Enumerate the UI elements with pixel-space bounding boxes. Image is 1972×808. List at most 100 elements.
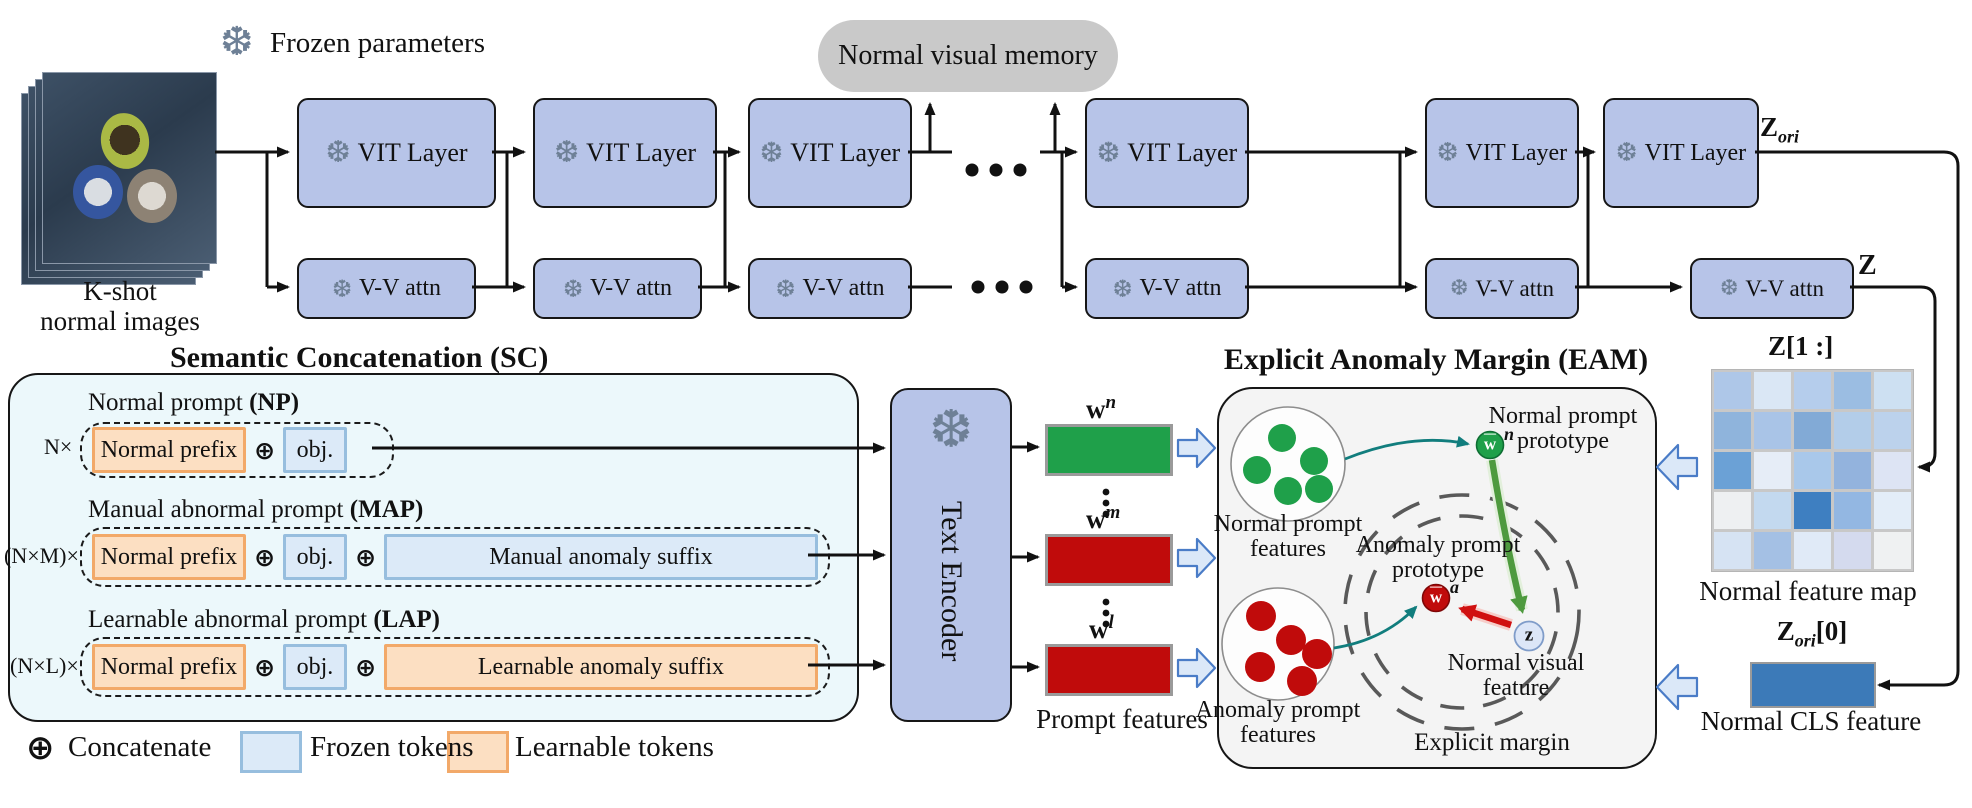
feature-map-cell	[1714, 532, 1751, 569]
normal-prefix-token: Normal prefix	[92, 644, 246, 690]
feature-map-cell	[1834, 412, 1871, 449]
feature-map-cell	[1794, 452, 1831, 489]
feature-map-cell	[1794, 412, 1831, 449]
feature-map	[1711, 369, 1914, 572]
vv-attn-label: V-V attn	[802, 275, 885, 301]
anomaly-prototype-symbol: w	[1429, 587, 1443, 607]
text-encoder-label: Text Encoder	[935, 500, 968, 662]
feature-map-cell	[1874, 452, 1911, 489]
memory-label: Normal visual memory	[838, 40, 1098, 71]
feature-map-cell	[1754, 412, 1791, 449]
vv-attn-6: ❆ V-V attn	[1690, 258, 1854, 319]
z-node-symbol: z	[1524, 624, 1534, 646]
concat-icon: ⊕	[354, 542, 376, 572]
snowflake-icon: ❆	[929, 400, 973, 460]
normal-prototype-label: Normal prompt prototype	[1488, 403, 1638, 454]
snowflake-icon: ❆	[562, 274, 584, 303]
obj-token: obj.	[282, 644, 347, 690]
wire-blue	[73, 165, 123, 219]
snowflake-icon: ❆	[325, 135, 351, 170]
feature-map-cell	[1874, 412, 1911, 449]
snowflake-icon: ❆	[1436, 138, 1459, 168]
vit-layer-2: ❆ VIT Layer	[533, 98, 717, 208]
manual-anomaly-suffix-token: Manual anomaly suffix	[383, 534, 818, 580]
vit-layer-4: ❆ VIT Layer	[1085, 98, 1249, 208]
wn-feature-bar	[1045, 424, 1173, 476]
vit-layer-3: ❆ VIT Layer	[748, 98, 912, 208]
wl-feature-bar	[1045, 644, 1173, 696]
vv-attn-3: ❆ V-V attn	[748, 258, 912, 319]
snowflake-icon: ❆	[1719, 275, 1739, 301]
vv-attn-label: V-V attn	[1745, 275, 1825, 301]
feature-map-cell	[1834, 452, 1871, 489]
normal-prompt-features-label: Normal prompt features	[1213, 511, 1363, 562]
normal-visual-feature-label: Normal visual feature	[1447, 650, 1585, 701]
feature-map-cell	[1714, 452, 1751, 489]
snowflake-icon: ❆	[220, 19, 254, 65]
vv-attn-2: ❆ V-V attn	[533, 258, 702, 319]
cls-feature-bar	[1750, 662, 1876, 708]
learnable-anomaly-suffix-token: Learnable anomaly suffix	[383, 644, 818, 690]
sc-title: Semantic Concatenation (SC)	[170, 341, 549, 374]
explicit-margin-label: Explicit margin	[1414, 729, 1570, 756]
concat-icon: ⊕	[254, 542, 275, 572]
concat-icon: ⊕	[254, 435, 275, 465]
vit-layer-6: ❆ VIT Layer	[1603, 98, 1759, 208]
obj-token: obj.	[282, 427, 347, 473]
cls-caption: Normal CLS feature	[1700, 706, 1922, 736]
z-slice-label: Z[1 :]	[1768, 331, 1834, 361]
frozen-tokens-swatch	[240, 731, 302, 773]
snowflake-icon: ❆	[331, 274, 353, 303]
snowflake-icon: ❆	[1096, 136, 1121, 169]
map-row: Normal prefix ⊕ obj. ⊕ Manual anomaly su…	[80, 527, 830, 587]
vit-layer-label: VIT Layer	[790, 138, 901, 167]
np-label: Normal prompt (NP)	[88, 389, 300, 416]
input-caption-line1: K-shot	[83, 276, 157, 306]
feature-map-cell	[1794, 492, 1831, 529]
obj-token: obj.	[282, 534, 347, 580]
feature-map-cell	[1754, 492, 1791, 529]
feature-map-cell	[1874, 372, 1911, 409]
feature-map-cell	[1714, 492, 1751, 529]
feature-map-cell	[1714, 372, 1751, 409]
frozen-parameters-label: Frozen parameters	[270, 27, 485, 59]
anomaly-prompt-features-label: Anomaly prompt features	[1195, 697, 1361, 748]
vv-attn-5: ❆ V-V attn	[1425, 258, 1579, 319]
concat-icon: ⊕	[26, 728, 55, 768]
wm-feature-bar	[1045, 534, 1173, 586]
vit-layer-5: ❆ VIT Layer	[1425, 98, 1579, 208]
feature-map-cell	[1834, 372, 1871, 409]
feature-map-cell	[1794, 532, 1831, 569]
normal-prototype-symbol: w	[1483, 434, 1497, 454]
map-label: Manual abnormal prompt (MAP)	[88, 496, 424, 523]
normal-prototype-sup: n	[1504, 424, 1515, 444]
concat-icon: ⊕	[354, 652, 376, 682]
feature-map-cell	[1834, 492, 1871, 529]
vit-layer-label: VIT Layer	[357, 138, 468, 167]
input-caption-line2: normal images	[40, 306, 200, 336]
vv-attn-label: V-V attn	[1475, 275, 1555, 301]
wm-label: wm	[1086, 502, 1121, 534]
feature-map-cell	[1834, 532, 1871, 569]
vv-attn-4: ❆ V-V attn	[1085, 258, 1249, 319]
feature-map-cell	[1754, 372, 1791, 409]
lap-count: (N×L)×	[10, 653, 79, 678]
cable-photo	[42, 72, 217, 264]
lap-label: Learnable abnormal prompt (LAP)	[88, 606, 440, 633]
lap-row: Normal prefix ⊕ obj. ⊕ Learnable anomaly…	[80, 637, 830, 697]
prompt-features-caption: Prompt features	[1036, 704, 1208, 734]
vit-layer-1: ❆ VIT Layer	[297, 98, 496, 208]
snowflake-icon: ❆	[1615, 138, 1638, 168]
wire-green	[96, 109, 154, 173]
vv-attn-1: ❆ V-V attn	[297, 258, 476, 319]
frozen-tokens-label: Frozen tokens	[310, 731, 474, 763]
snowflake-icon: ❆	[759, 136, 784, 169]
eam-title: Explicit Anomaly Margin (EAM)	[1223, 343, 1649, 376]
wn-label: wn	[1086, 392, 1117, 424]
feature-map-cell	[1874, 532, 1911, 569]
learnable-tokens-label: Learnable tokens	[515, 731, 714, 763]
np-count: N×	[44, 434, 73, 459]
vv-attn-label: V-V attn	[1139, 275, 1222, 301]
vv-attn-label: V-V attn	[359, 275, 442, 301]
